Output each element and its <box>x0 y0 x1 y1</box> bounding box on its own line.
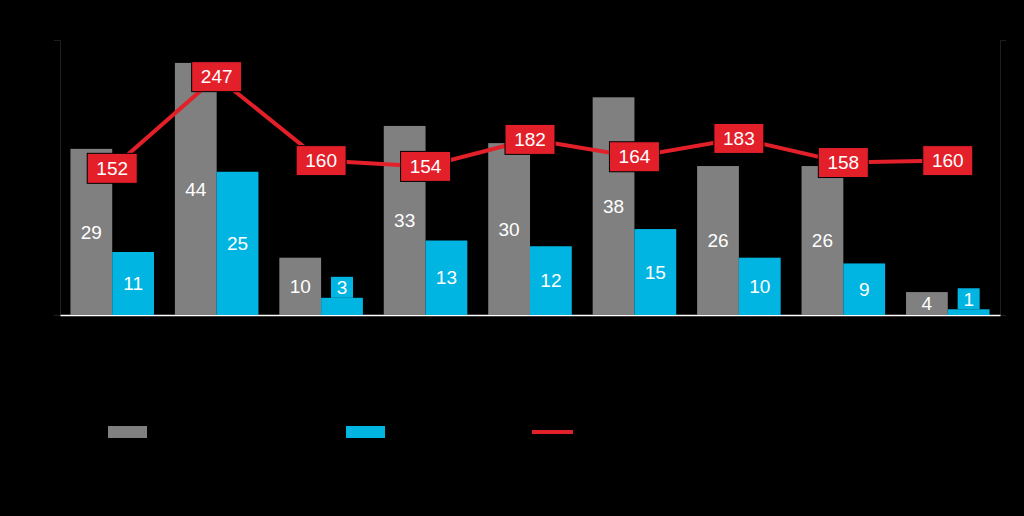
bar <box>488 143 530 315</box>
bar <box>843 263 885 315</box>
line-marker <box>401 151 451 181</box>
data-label: 26 <box>812 230 833 251</box>
bar <box>593 97 635 315</box>
legend <box>108 426 573 438</box>
data-label: 11 <box>123 273 143 294</box>
line-marker <box>296 146 346 176</box>
data-label: 33 <box>394 210 415 231</box>
y2-axis-line <box>1001 41 1007 316</box>
line-marker <box>87 153 137 183</box>
line-marker <box>609 142 659 172</box>
bar <box>279 258 321 315</box>
data-label: 26 <box>707 230 728 251</box>
line-marker <box>505 124 555 154</box>
bar <box>739 258 781 315</box>
data-label: 160 <box>305 150 337 171</box>
data-label: 10 <box>290 276 311 297</box>
data-label: 15 <box>645 262 666 283</box>
line-marker <box>714 123 764 153</box>
bar <box>802 166 844 315</box>
y2-axis <box>1001 41 1007 316</box>
data-label: 247 <box>201 66 233 87</box>
data-label: 160 <box>932 150 964 171</box>
data-label: 154 <box>410 156 442 177</box>
data-label: 152 <box>96 158 128 179</box>
legend-swatch <box>532 430 573 434</box>
bar <box>697 166 739 315</box>
legend-swatch <box>346 426 385 438</box>
plot-marks <box>70 63 989 315</box>
label-box <box>958 288 980 309</box>
data-label: 38 <box>603 196 624 217</box>
bar <box>112 252 154 315</box>
data-label: 12 <box>540 270 561 291</box>
bar <box>426 241 468 315</box>
data-label: 9 <box>859 279 870 300</box>
data-label: 158 <box>827 152 859 173</box>
data-label: 30 <box>499 219 520 240</box>
chart: 29 44 10 33 30 38 26 26 4 11 25 3 13 12 15 10 9 1 152 247 16… <box>0 0 1024 516</box>
data-label: 44 <box>185 179 207 200</box>
data-label: 182 <box>514 129 546 150</box>
bar <box>948 309 990 315</box>
line-marker <box>923 146 973 176</box>
data-label: 4 <box>922 293 933 314</box>
y-axis-line <box>54 41 61 316</box>
data-label: 164 <box>619 146 651 167</box>
data-labels: 29 44 10 33 30 38 26 26 4 11 25 3 13 12 15 10 9 1 152 247 16… <box>81 62 980 315</box>
data-label: 29 <box>81 222 102 243</box>
data-label: 10 <box>749 276 770 297</box>
bar <box>530 246 572 315</box>
legend-swatch <box>108 426 147 438</box>
data-label: 13 <box>436 267 457 288</box>
data-label: 3 <box>337 277 348 298</box>
bar <box>906 292 948 315</box>
bar <box>634 229 676 315</box>
data-label: 25 <box>227 233 248 254</box>
line-marker <box>818 148 868 178</box>
bar <box>175 63 217 315</box>
data-label: 183 <box>723 128 755 149</box>
label-box <box>331 277 353 298</box>
data-label: 1 <box>963 289 974 310</box>
line-marker <box>192 62 242 92</box>
y-axis <box>54 41 61 316</box>
bar <box>321 298 363 315</box>
bar <box>217 172 259 315</box>
